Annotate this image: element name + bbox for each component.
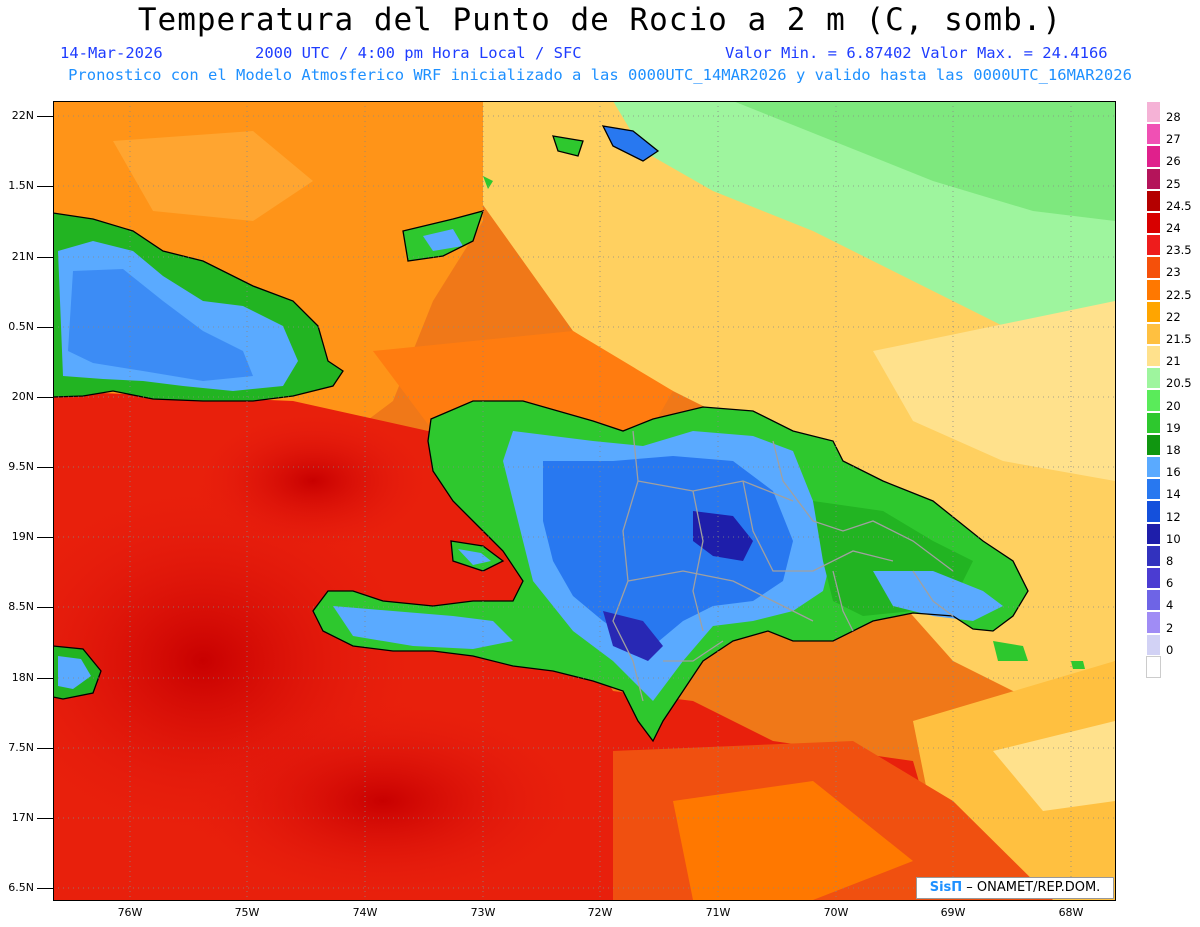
colorbar-label: 6: [1166, 576, 1174, 591]
colorbar-swatch: [1146, 234, 1161, 257]
y-axis-tick: [37, 116, 53, 117]
colorbar-label: 26: [1166, 154, 1181, 169]
colorbar-label: 23: [1166, 265, 1181, 280]
y-axis-tick: [37, 327, 53, 328]
colorbar-label: 18: [1166, 443, 1181, 457]
model-info: Pronostico con el Modelo Atmosferico WRF…: [68, 66, 1132, 84]
colorbar-swatch: [1146, 322, 1161, 346]
colorbar-swatch: [1146, 389, 1161, 412]
credit-text: – ONAMET/REP.DOM.: [962, 880, 1101, 895]
y-axis-tick: [37, 467, 53, 468]
colorbar-swatch: [1146, 189, 1161, 212]
y-axis-label: 7.5N: [8, 741, 34, 754]
colorbar-label: 16: [1166, 465, 1181, 480]
y-axis-tick: [37, 257, 53, 258]
x-axis-label: 74W: [352, 906, 378, 919]
y-axis-tick: [37, 397, 53, 398]
colorbar-swatch: [1146, 278, 1161, 301]
x-axis-label: 71W: [705, 906, 731, 919]
colorbar-swatch: [1146, 211, 1161, 235]
y-axis-tick: [37, 818, 53, 819]
colorbar-swatch: [1146, 544, 1161, 567]
y-axis-label: 20N: [11, 390, 34, 403]
y-axis-tick: [37, 748, 53, 749]
sisti-logo: SisΠ: [929, 880, 963, 895]
colorbar-swatch: [1146, 433, 1161, 456]
y-axis-tick: [37, 537, 53, 538]
colorbar-label: 10: [1166, 531, 1181, 546]
colorbar-label: 22: [1166, 309, 1181, 324]
colorbar-label: 28: [1166, 110, 1181, 124]
forecast-time: 2000 UTC / 4:00 pm Hora Local / SFC: [255, 44, 582, 62]
colorbar-label: 2: [1166, 620, 1174, 635]
y-axis-label: 6.5N: [8, 881, 34, 894]
colorbar-swatch: [1146, 145, 1161, 168]
x-axis-label: 72W: [587, 906, 613, 919]
x-axis-label: 73W: [470, 906, 496, 919]
colorbar-swatch: [1146, 123, 1161, 146]
y-axis-tick: [37, 888, 53, 889]
y-axis-label: 17N: [11, 811, 34, 824]
colorbar: [1146, 101, 1161, 678]
colorbar-swatch: [1146, 500, 1161, 523]
colorbar-swatch: [1146, 367, 1161, 390]
y-axis-label: 19N: [11, 530, 34, 543]
colorbar-label: 20: [1166, 398, 1181, 413]
y-axis-label: 21N: [11, 250, 34, 263]
colorbar-label: 21.5: [1166, 332, 1192, 346]
y-axis-tick: [37, 186, 53, 187]
y-axis-label: 1.5N: [8, 179, 34, 192]
x-axis-label: 70W: [823, 906, 849, 919]
colorbar-swatch: [1146, 167, 1161, 190]
y-axis-label: 22N: [11, 109, 34, 122]
colorbar-swatch: [1146, 478, 1161, 501]
map-title: Temperatura del Punto de Rocio a 2 m (C,…: [137, 2, 1063, 38]
colorbar-label: 20.5: [1166, 376, 1192, 391]
y-axis-tick: [37, 607, 53, 608]
colorbar-label: 4: [1166, 598, 1174, 613]
colorbar-label: 21: [1166, 354, 1181, 369]
y-axis-label: 8.5N: [8, 600, 34, 613]
x-axis-label: 76W: [117, 906, 143, 919]
colorbar-swatch: [1146, 633, 1161, 656]
colorbar-label: 22.5: [1166, 287, 1192, 302]
y-axis-label: 18N: [11, 671, 34, 684]
colorbar-label: 19: [1166, 420, 1181, 435]
colorbar-swatch: [1146, 411, 1161, 434]
colorbar-label: 12: [1166, 509, 1181, 524]
dewpoint-field: [53, 101, 1115, 900]
colorbar-swatch: [1146, 256, 1161, 279]
colorbar-swatch: [1146, 300, 1161, 323]
y-axis-label: 9.5N: [8, 460, 34, 473]
x-axis-label: 69W: [940, 906, 966, 919]
y-axis-tick: [37, 678, 53, 679]
colorbar-swatch: [1146, 611, 1161, 634]
colorbar-label: 0: [1166, 642, 1174, 657]
colorbar-label: 23.5: [1166, 243, 1192, 258]
y-axis-label: 0.5N: [8, 320, 34, 333]
credit-box: SisΠ – ONAMET/REP.DOM.: [916, 877, 1114, 899]
min-max-values: Valor Min. = 6.87402 Valor Max. = 24.416…: [725, 44, 1108, 62]
forecast-date: 14-Mar-2026: [60, 44, 163, 62]
colorbar-swatch: [1146, 589, 1161, 612]
colorbar-label: 24: [1166, 221, 1181, 235]
x-axis-label: 68W: [1058, 906, 1084, 919]
colorbar-swatch: [1146, 566, 1161, 590]
colorbar-swatch: [1146, 101, 1161, 124]
dewpoint-map: [53, 101, 1115, 900]
colorbar-label: 24.5: [1166, 198, 1192, 213]
colorbar-label: 25: [1166, 176, 1181, 191]
colorbar-swatch: [1146, 655, 1161, 678]
x-axis-label: 75W: [234, 906, 260, 919]
colorbar-swatch: [1146, 345, 1161, 368]
colorbar-label: 8: [1166, 554, 1174, 568]
colorbar-swatch: [1146, 522, 1161, 545]
colorbar-label: 14: [1166, 487, 1181, 502]
colorbar-swatch: [1146, 456, 1161, 479]
colorbar-label: 27: [1166, 132, 1181, 147]
